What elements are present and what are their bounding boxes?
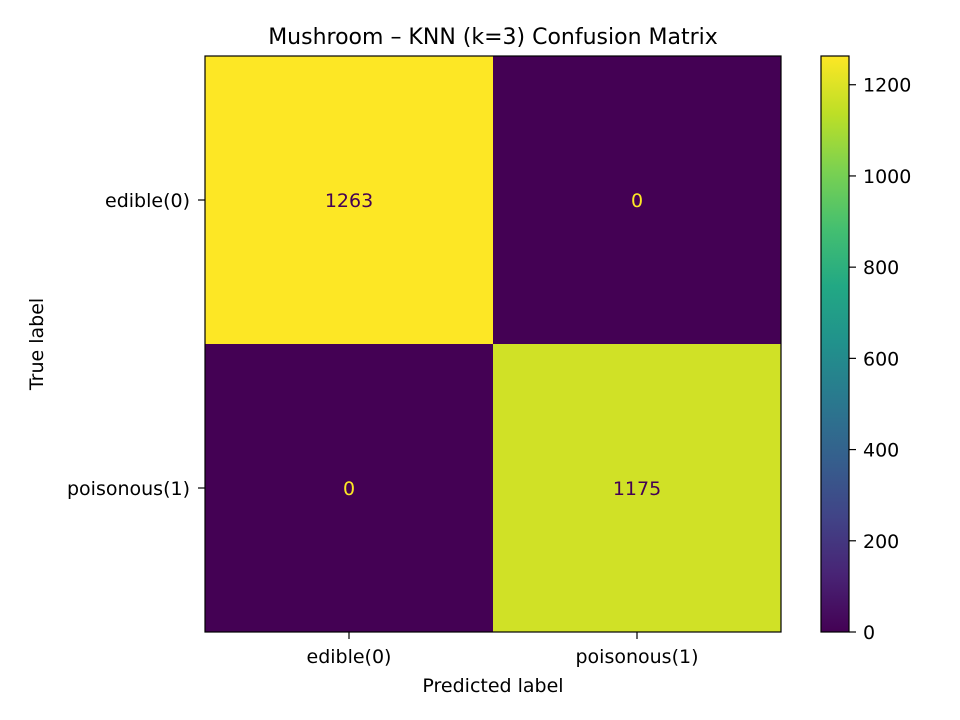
cell-value-label: 0 (343, 478, 355, 500)
colorbar-tick-label: 400 (863, 440, 899, 462)
cell-value-labels: 1263 0 0 1175 (325, 190, 661, 500)
matrix-cell (493, 56, 781, 344)
colorbar (820, 55, 850, 633)
colorbar-tick-label: 1000 (863, 166, 911, 188)
y-tick-label: poisonous(1) (67, 478, 190, 500)
colorbar-tick-label: 800 (863, 257, 899, 279)
cell-value-label: 0 (631, 190, 643, 212)
matrix-cell (205, 56, 493, 344)
colorbar-tick-label: 200 (863, 531, 899, 553)
y-tick-label: edible(0) (105, 190, 190, 212)
matrix-cells (205, 56, 781, 632)
matrix-cell (205, 344, 493, 632)
chart-title: Mushroom – KNN (k=3) Confusion Matrix (268, 25, 718, 50)
colorbar-tick-label: 1200 (863, 75, 911, 97)
y-axis-ticks: edible(0) poisonous(1) (67, 190, 205, 500)
colorbar-tick-label: 0 (863, 622, 875, 644)
x-axis-ticks: edible(0) poisonous(1) (307, 632, 699, 668)
y-axis-label: True label (26, 298, 48, 391)
x-tick-label: poisonous(1) (575, 646, 698, 668)
x-axis-label: Predicted label (422, 675, 563, 697)
x-tick-label: edible(0) (307, 646, 392, 668)
cell-value-label: 1175 (613, 478, 661, 500)
cell-value-label: 1263 (325, 190, 373, 212)
matrix-frame (204, 55, 782, 633)
colorbar-tick-label: 600 (863, 348, 899, 370)
colorbar-ticks: 0 200 400 600 800 1000 1200 (849, 75, 911, 644)
matrix-cell (493, 344, 781, 632)
